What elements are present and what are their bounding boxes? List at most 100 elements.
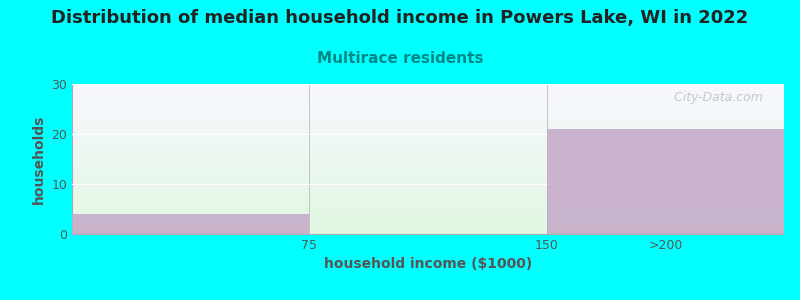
- Bar: [546, 129, 784, 234]
- Bar: [72, 129, 784, 130]
- Bar: [72, 180, 784, 181]
- Bar: [72, 132, 784, 133]
- Bar: [72, 104, 784, 105]
- Bar: [72, 85, 784, 86]
- Bar: [72, 91, 784, 92]
- Bar: [72, 172, 784, 173]
- Bar: [72, 197, 784, 198]
- Bar: [72, 85, 784, 86]
- Bar: [72, 136, 784, 137]
- Bar: [72, 140, 784, 141]
- Bar: [72, 202, 784, 203]
- Bar: [72, 221, 784, 222]
- Bar: [72, 111, 784, 112]
- Bar: [72, 175, 784, 176]
- Bar: [72, 220, 784, 221]
- Bar: [72, 195, 784, 196]
- Bar: [72, 219, 784, 220]
- Bar: [72, 100, 784, 101]
- Bar: [72, 86, 784, 87]
- Bar: [72, 89, 784, 90]
- Bar: [72, 118, 784, 119]
- Bar: [72, 214, 784, 215]
- Bar: [72, 156, 784, 157]
- Bar: [72, 173, 784, 174]
- Bar: [72, 229, 784, 230]
- Bar: [72, 123, 784, 124]
- Bar: [72, 182, 784, 183]
- Bar: [72, 169, 784, 170]
- Text: Distribution of median household income in Powers Lake, WI in 2022: Distribution of median household income …: [51, 9, 749, 27]
- Bar: [72, 105, 784, 106]
- Bar: [72, 168, 784, 169]
- Bar: [72, 90, 784, 91]
- Bar: [72, 145, 784, 146]
- Bar: [72, 106, 784, 107]
- Bar: [72, 162, 784, 163]
- Bar: [72, 231, 784, 232]
- Bar: [72, 97, 784, 98]
- Bar: [72, 205, 784, 206]
- Bar: [72, 224, 784, 225]
- Bar: [72, 217, 784, 218]
- Bar: [72, 171, 784, 172]
- Bar: [72, 204, 784, 205]
- Bar: [72, 155, 784, 156]
- Bar: [72, 192, 784, 193]
- Bar: [72, 201, 784, 202]
- Bar: [72, 143, 784, 144]
- Bar: [72, 139, 784, 140]
- Bar: [72, 188, 784, 189]
- Bar: [72, 116, 784, 117]
- Bar: [72, 142, 784, 143]
- Bar: [72, 133, 784, 134]
- Bar: [72, 154, 784, 155]
- Bar: [72, 135, 784, 136]
- Bar: [72, 98, 784, 99]
- Bar: [72, 134, 784, 135]
- Bar: [72, 198, 784, 199]
- Bar: [72, 112, 784, 113]
- Bar: [72, 95, 784, 96]
- Bar: [72, 119, 784, 120]
- Bar: [72, 117, 784, 118]
- Bar: [72, 144, 784, 145]
- Bar: [72, 206, 784, 207]
- Bar: [72, 176, 784, 177]
- Bar: [72, 167, 784, 168]
- Bar: [72, 193, 784, 194]
- Bar: [72, 160, 784, 161]
- Bar: [72, 222, 784, 223]
- Bar: [72, 152, 784, 153]
- Bar: [72, 109, 784, 110]
- Bar: [72, 107, 784, 108]
- Bar: [72, 228, 784, 229]
- Bar: [72, 214, 310, 234]
- Bar: [72, 207, 784, 208]
- X-axis label: household income ($1000): household income ($1000): [324, 257, 532, 272]
- Bar: [72, 163, 784, 164]
- Bar: [72, 102, 784, 103]
- Bar: [72, 114, 784, 115]
- Bar: [72, 108, 784, 109]
- Bar: [72, 147, 784, 148]
- Bar: [72, 164, 784, 165]
- Bar: [72, 122, 784, 123]
- Bar: [72, 146, 784, 147]
- Bar: [72, 232, 784, 233]
- Bar: [72, 218, 784, 219]
- Bar: [72, 189, 784, 190]
- Bar: [72, 96, 784, 97]
- Bar: [72, 211, 784, 212]
- Bar: [72, 159, 784, 160]
- Bar: [72, 101, 784, 102]
- Bar: [72, 203, 784, 204]
- Bar: [72, 120, 784, 121]
- Bar: [72, 125, 784, 126]
- Bar: [72, 223, 784, 224]
- Bar: [72, 150, 784, 151]
- Bar: [72, 199, 784, 200]
- Bar: [72, 115, 784, 116]
- Bar: [72, 230, 784, 231]
- Bar: [72, 87, 784, 88]
